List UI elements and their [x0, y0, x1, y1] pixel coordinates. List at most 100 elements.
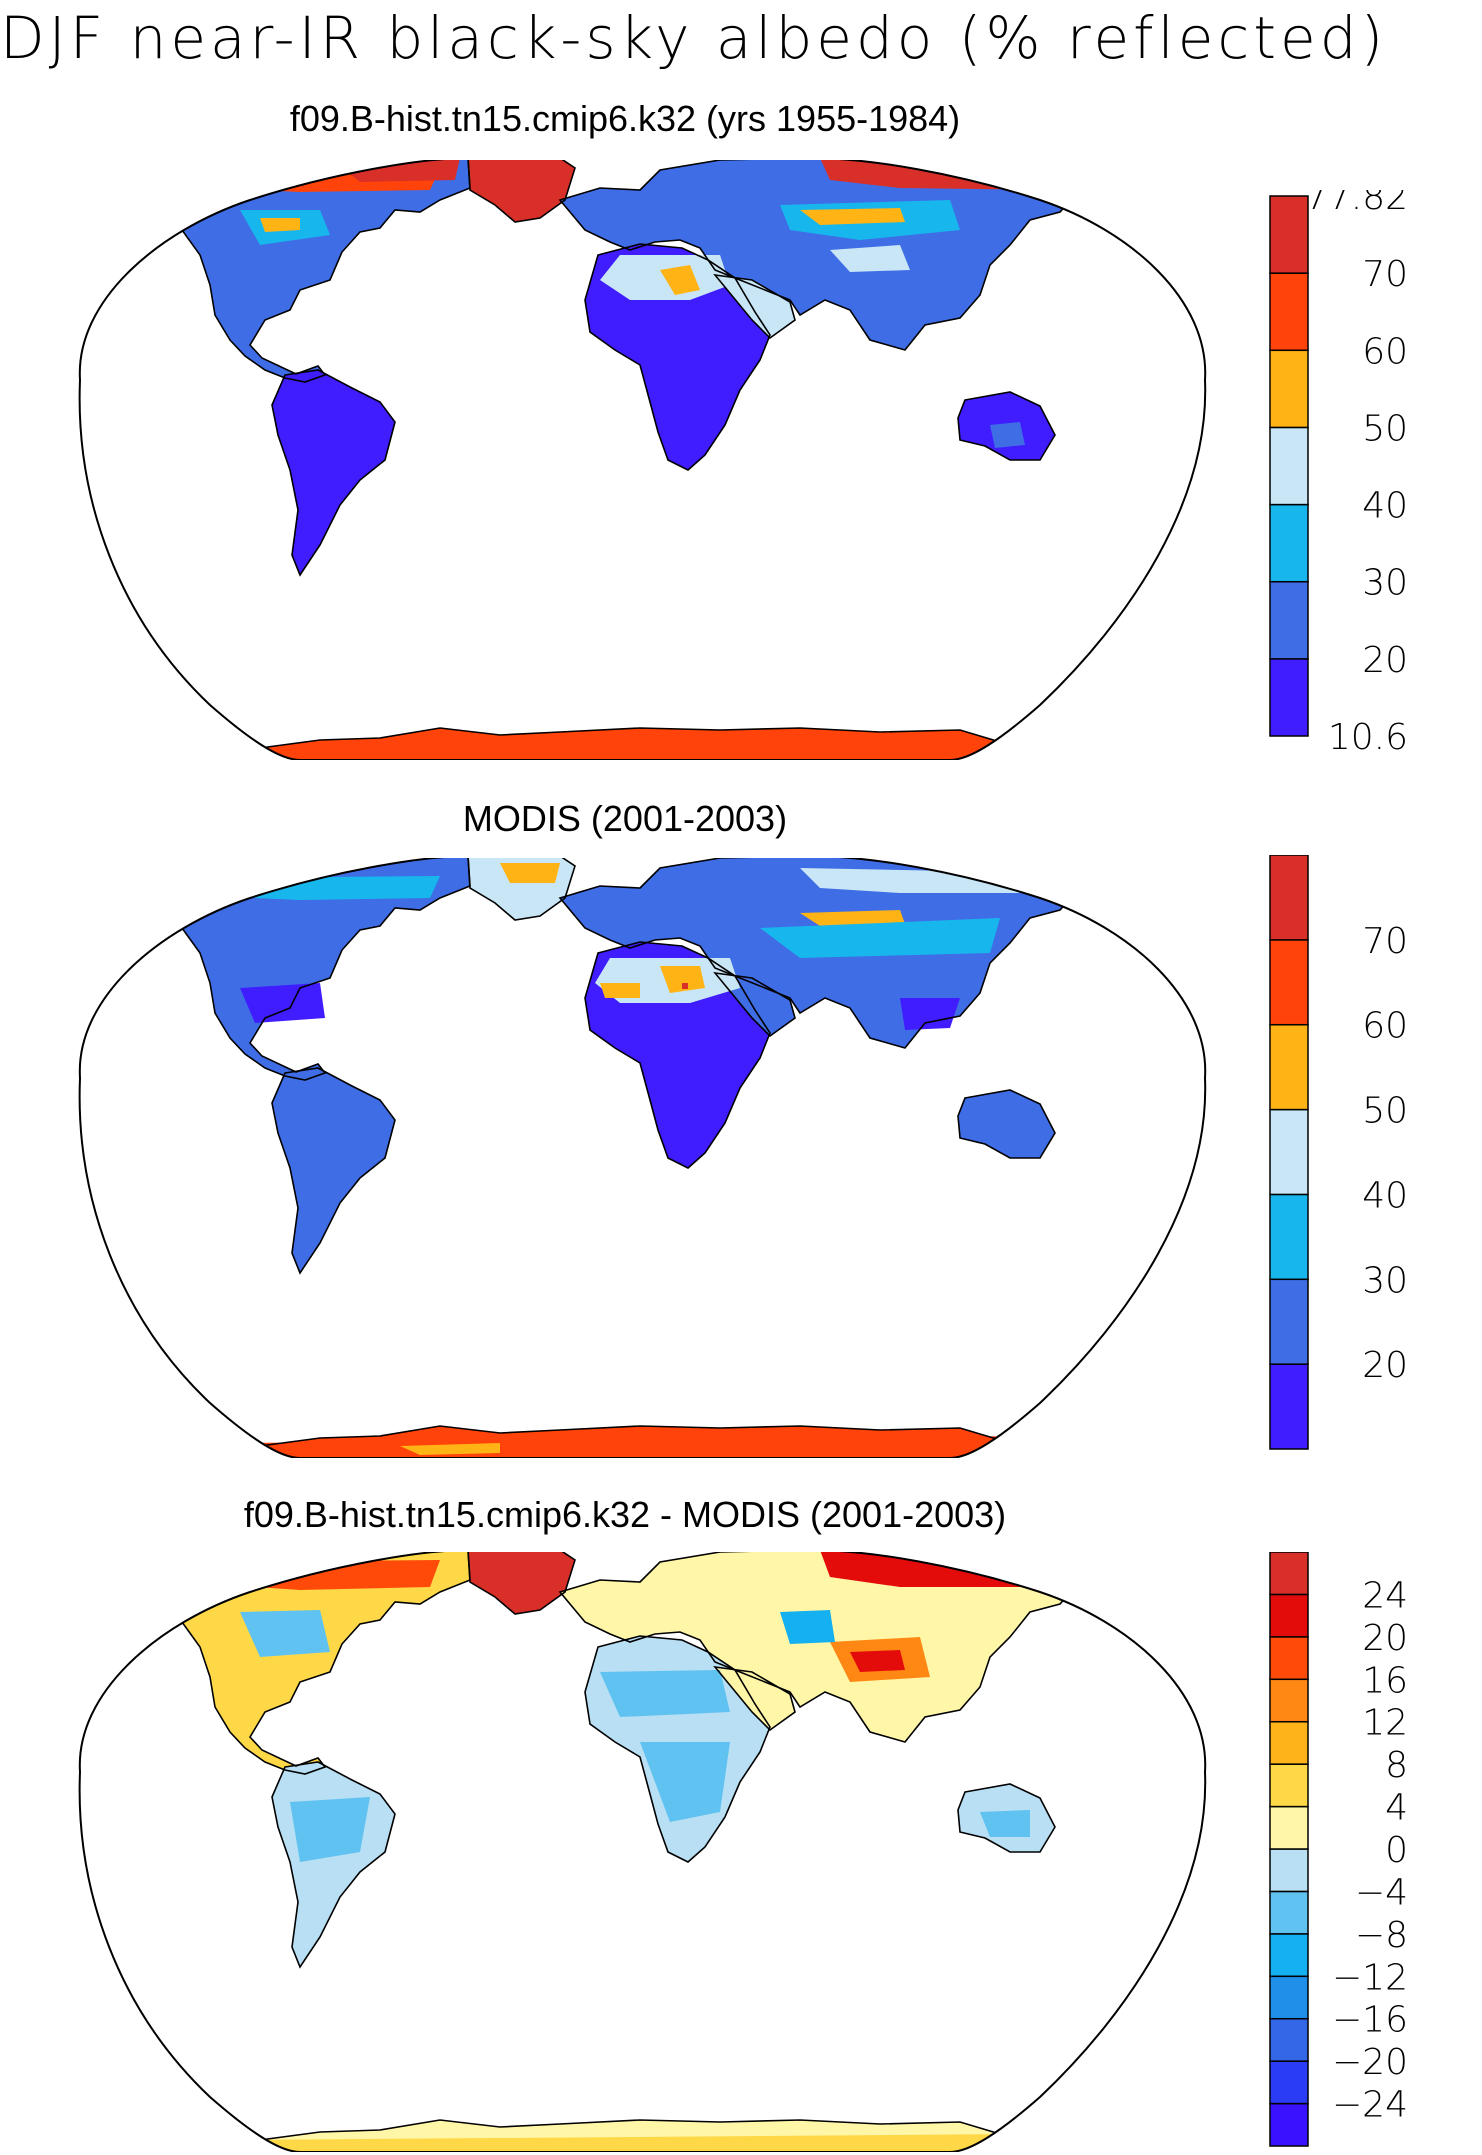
colorbar-swatch — [1269, 658, 1309, 737]
field-region — [200, 876, 440, 900]
coastline-arabia — [713, 273, 796, 340]
land-greenland — [468, 160, 575, 222]
land-southAmerica — [272, 370, 395, 575]
coastline-australia — [957, 391, 1056, 461]
colorbar-swatch — [1269, 855, 1309, 941]
land-southAmerica — [272, 1068, 395, 1273]
panel-1-title: f09.B-hist.tn15.cmip6.k32 (yrs 1955-1984… — [289, 98, 961, 139]
panel-3-title: f09.B-hist.tn15.cmip6.k32 - MODIS (2001-… — [243, 1494, 1007, 1535]
colorbar-tick-label: 10.6 — [1328, 717, 1408, 750]
field-region — [640, 1742, 730, 1822]
colorbar-swatch — [1269, 272, 1309, 352]
coastline-antarctica — [234, 2119, 1033, 2152]
colorbar-swatch — [1269, 503, 1309, 583]
colorbar-swatch — [1269, 349, 1309, 429]
coastline-arabia — [713, 971, 796, 1038]
field-region — [800, 208, 905, 225]
colorbar-swatch — [1269, 1193, 1309, 1281]
panel-1-colorbar: 77.82 70 60 50 40 30 20 10.6 — [1269, 190, 1408, 750]
land-arabia — [715, 1667, 795, 1730]
colorbar-swatch — [1269, 1975, 1309, 2020]
land-northAmerica — [148, 1552, 470, 1774]
coastline-africa — [584, 941, 771, 1169]
colorbar-swatch — [1269, 1720, 1309, 1765]
coastline-southAmerica — [271, 369, 396, 577]
colorbar-tick-label: 20 — [1362, 1345, 1408, 1386]
coastline-australia — [957, 1089, 1056, 1159]
colorbar-swatch — [1269, 1848, 1309, 1893]
field-region — [240, 1610, 330, 1657]
colorbar-tick-label: 0 — [1385, 1830, 1408, 1871]
colorbar-swatch — [1269, 1278, 1309, 1365]
colorbar-tick-label: 30 — [1362, 563, 1408, 604]
colorbar-tick-label: 20 — [1362, 1618, 1408, 1659]
colorbar-tick-label: −24 — [1332, 2085, 1408, 2126]
colorbar-swatch — [1269, 1552, 1309, 1596]
land-greenland — [468, 1552, 575, 1614]
colorbar-tick-label: −8 — [1355, 1915, 1408, 1956]
field-region — [990, 422, 1025, 448]
coastline-africa — [584, 243, 771, 471]
colorbar-tick-label: 20 — [1362, 640, 1408, 681]
panel-2-title: MODIS (2001-2003) — [462, 798, 788, 839]
field-region — [400, 1443, 500, 1455]
colorbar-tick-label: −16 — [1332, 2000, 1408, 2041]
coastline-eurasia — [558, 858, 1082, 1049]
colorbar-swatch — [1269, 939, 1309, 1026]
coastline-africa — [584, 1635, 771, 1863]
colorbar-tick-label: 40 — [1362, 486, 1408, 527]
colorbar-swatch — [1269, 1678, 1309, 1723]
field-region — [500, 863, 560, 883]
field-region — [290, 1797, 370, 1862]
colorbar-tick-label: 4 — [1385, 1788, 1408, 1829]
figure-title: DJF near-IR black-sky albedo (% reflecte… — [0, 4, 1388, 72]
map-frame — [78, 1552, 1207, 2152]
colorbar-swatch — [1269, 1763, 1309, 1808]
colorbar-tick-label: 12 — [1362, 1703, 1408, 1744]
field-region — [660, 966, 705, 993]
coastline-greenland — [467, 1552, 576, 1615]
map-frame — [78, 858, 1207, 1458]
colorbar-tick-label: 60 — [1362, 1006, 1408, 1047]
colorbar-swatch — [1269, 1933, 1309, 1978]
colorbar-tick-label: −12 — [1332, 1957, 1408, 1998]
colorbar-swatch — [1269, 2102, 1309, 2147]
field-region — [800, 910, 905, 926]
field-region — [900, 998, 960, 1030]
field-region — [240, 983, 325, 1023]
coastline-eurasia — [558, 1552, 1082, 1743]
field-region — [760, 918, 1000, 958]
colorbar-swatch — [1269, 1636, 1309, 1681]
field-region — [660, 265, 700, 295]
colorbar-tick-label: 8 — [1385, 1745, 1408, 1786]
colorbar-swatch — [1269, 2060, 1309, 2105]
field-region — [260, 218, 300, 232]
colorbar-tick-label: −20 — [1332, 2042, 1408, 2083]
colorbar-tick-label: 30 — [1362, 1260, 1408, 1301]
land-africa — [585, 244, 770, 470]
coastline-greenland — [467, 858, 576, 921]
panel-2-colorbar: 70 60 50 40 30 20 — [1269, 855, 1408, 1450]
field-region — [200, 1560, 440, 1590]
field-region — [980, 1810, 1030, 1837]
colorbar-swatch — [1269, 1593, 1309, 1638]
colorbar-swatch — [1269, 1108, 1309, 1196]
field-region — [600, 1670, 730, 1717]
coastline-australia — [957, 1783, 1056, 1853]
land-arabia — [715, 275, 795, 338]
coastline-arabia — [713, 1665, 796, 1732]
colorbar-swatch — [1269, 1363, 1309, 1450]
colorbar-tick-label: −4 — [1355, 1872, 1408, 1913]
colorbar-tick-label: 50 — [1362, 1091, 1408, 1132]
colorbar-swatch — [1269, 2017, 1309, 2062]
coastline-southAmerica — [271, 1067, 396, 1275]
field-region — [600, 983, 640, 998]
coastline-eurasia — [558, 160, 1082, 351]
colorbar-swatch — [1269, 1023, 1309, 1111]
coastline-antarctica — [234, 727, 1033, 760]
field-region — [682, 983, 688, 989]
colorbar-swatch — [1269, 1805, 1309, 1850]
field-region — [240, 2134, 1025, 2152]
field-region — [250, 745, 1015, 760]
